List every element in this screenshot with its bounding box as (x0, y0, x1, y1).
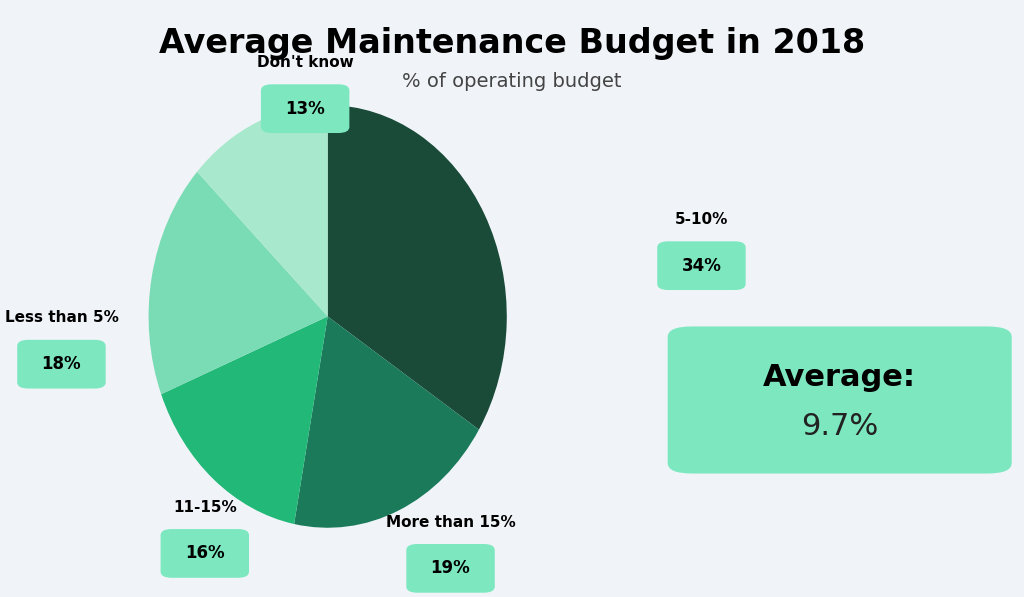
Text: 13%: 13% (286, 100, 325, 118)
Wedge shape (161, 316, 328, 524)
Text: 18%: 18% (42, 355, 81, 373)
Text: Average:: Average: (763, 363, 916, 392)
FancyBboxPatch shape (161, 529, 249, 578)
Text: 11-15%: 11-15% (173, 500, 237, 515)
FancyBboxPatch shape (407, 544, 495, 593)
Text: 16%: 16% (185, 544, 224, 562)
FancyBboxPatch shape (261, 84, 349, 133)
FancyBboxPatch shape (668, 327, 1012, 473)
Wedge shape (198, 105, 328, 316)
Text: Don't know: Don't know (257, 56, 353, 70)
FancyBboxPatch shape (657, 241, 745, 290)
Text: More than 15%: More than 15% (386, 515, 515, 530)
Text: Average Maintenance Budget in 2018: Average Maintenance Budget in 2018 (159, 27, 865, 60)
Text: % of operating budget: % of operating budget (402, 72, 622, 91)
Wedge shape (294, 316, 479, 528)
Wedge shape (148, 172, 328, 394)
Wedge shape (328, 105, 507, 430)
FancyBboxPatch shape (17, 340, 105, 389)
Text: 19%: 19% (431, 559, 470, 577)
Text: Less than 5%: Less than 5% (4, 310, 119, 325)
Text: 34%: 34% (682, 257, 721, 275)
Text: 5-10%: 5-10% (675, 212, 728, 227)
Text: 9.7%: 9.7% (801, 412, 879, 441)
